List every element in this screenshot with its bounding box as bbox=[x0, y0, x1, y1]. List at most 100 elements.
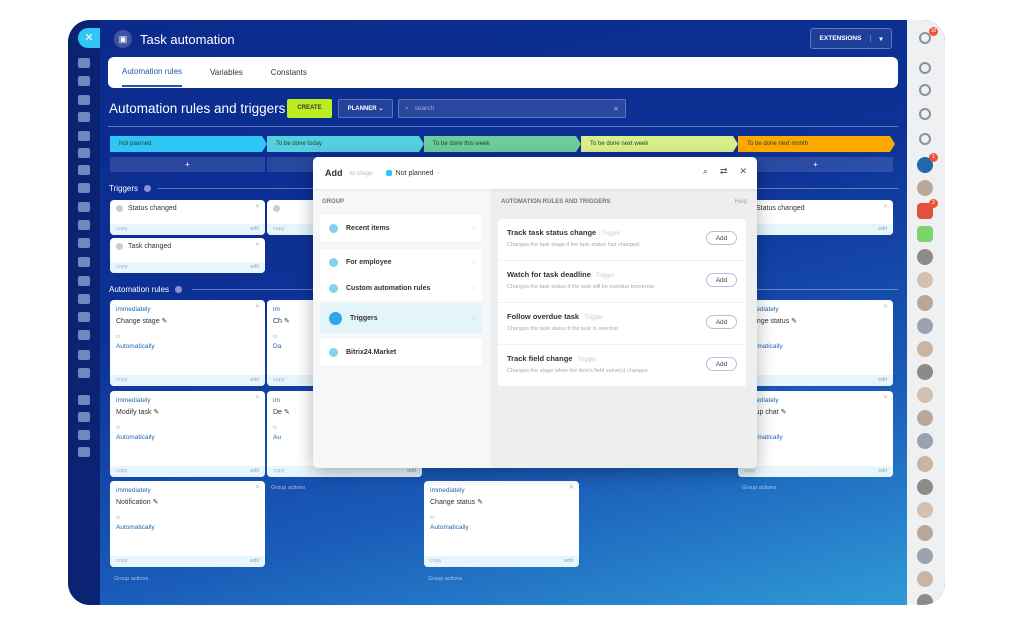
planner-dropdown[interactable]: PLANNER ⌄ bbox=[338, 99, 393, 118]
tab-variables[interactable]: Variables bbox=[210, 68, 243, 77]
rule-delay[interactable]: immediately bbox=[430, 487, 465, 494]
search-icon[interactable] bbox=[919, 133, 931, 145]
help-icon[interactable] bbox=[175, 286, 183, 293]
rule-mode[interactable]: Automatically bbox=[744, 433, 783, 441]
tab-automation-rules[interactable]: Automation rules bbox=[122, 58, 183, 87]
group-item[interactable]: Recent items › bbox=[320, 215, 482, 241]
rule-card[interactable]: immediately Modify task ✎ to Automatically ✕… bbox=[110, 390, 265, 477]
delete-icon[interactable]: ✕ bbox=[254, 394, 260, 401]
avatar[interactable] bbox=[917, 479, 933, 495]
edit-link[interactable]: edit bbox=[250, 558, 259, 564]
avatar[interactable] bbox=[917, 548, 933, 564]
avatar[interactable] bbox=[917, 594, 933, 605]
menu-icon[interactable] bbox=[78, 148, 90, 158]
stage-column-header[interactable]: To be done this week bbox=[424, 136, 581, 152]
group-item[interactable]: Triggers › bbox=[320, 303, 482, 333]
chevron-down-icon[interactable]: ▾ bbox=[879, 35, 883, 43]
rule-delay[interactable]: immediately bbox=[116, 396, 151, 404]
delete-icon[interactable]: ✕ bbox=[254, 204, 260, 210]
help-link[interactable]: Help bbox=[734, 199, 747, 205]
edit-link[interactable]: edit bbox=[878, 226, 887, 232]
filter-icon[interactable]: ⇄ bbox=[719, 166, 728, 176]
add-button[interactable]: Add bbox=[706, 315, 737, 329]
avatar[interactable] bbox=[917, 364, 933, 380]
group-actions-link[interactable]: Group actions bbox=[428, 575, 463, 582]
sync-icon[interactable] bbox=[919, 62, 931, 74]
menu-icon[interactable] bbox=[78, 76, 90, 86]
copy-link[interactable]: copy bbox=[116, 377, 128, 383]
menu-icon[interactable] bbox=[78, 430, 90, 440]
extensions-button[interactable]: EXTENSIONS ▾ bbox=[810, 28, 892, 49]
menu-icon[interactable] bbox=[78, 368, 90, 378]
avatar[interactable] bbox=[917, 203, 933, 219]
copy-link[interactable]: copy bbox=[116, 264, 128, 270]
avatar[interactable] bbox=[917, 318, 933, 334]
avatar[interactable] bbox=[917, 387, 933, 403]
rule-mode[interactable]: Automatically bbox=[116, 343, 155, 350]
create-button[interactable]: CREATE bbox=[287, 99, 332, 118]
rule-mode[interactable]: Automatically bbox=[116, 433, 155, 441]
delete-icon[interactable]: ✕ bbox=[882, 204, 888, 210]
edit-link[interactable]: edit bbox=[250, 377, 259, 383]
add-stage-button[interactable]: + bbox=[738, 157, 893, 172]
menu-icon[interactable] bbox=[78, 412, 90, 422]
menu-icon[interactable] bbox=[78, 395, 90, 405]
copy-link[interactable]: copy bbox=[430, 558, 442, 564]
add-stage-button[interactable]: + bbox=[110, 157, 265, 172]
close-icon[interactable]: ✕ bbox=[739, 166, 747, 176]
help-icon[interactable] bbox=[919, 32, 931, 44]
delete-icon[interactable]: ✕ bbox=[254, 304, 260, 310]
chat-icon[interactable] bbox=[917, 157, 933, 173]
edit-link[interactable]: edit bbox=[250, 226, 259, 232]
avatar[interactable] bbox=[917, 180, 933, 196]
help-icon[interactable] bbox=[144, 185, 152, 192]
menu-icon[interactable] bbox=[78, 131, 90, 141]
rule-delay[interactable]: immediately bbox=[744, 306, 779, 313]
avatar[interactable] bbox=[917, 272, 933, 288]
rule-card[interactable]: immediately Change stage ✎ to Automatically… bbox=[110, 300, 265, 386]
avatar[interactable] bbox=[917, 433, 933, 449]
delete-icon[interactable]: ✕ bbox=[882, 394, 888, 401]
rule-delay[interactable]: immediately bbox=[116, 487, 151, 494]
menu-icon[interactable] bbox=[78, 183, 90, 193]
menu-icon[interactable] bbox=[78, 330, 90, 340]
rule-delay[interactable]: immediately bbox=[744, 396, 779, 404]
rule-card[interactable]: immediately Notification ✎ to Automatically… bbox=[110, 481, 265, 567]
trigger-card[interactable]: Task changed ✕ copy edit bbox=[110, 238, 265, 273]
copy-link[interactable]: copy bbox=[116, 467, 128, 474]
rule-mode[interactable]: Au bbox=[273, 433, 281, 441]
tab-constants[interactable]: Constants bbox=[270, 68, 307, 77]
menu-icon[interactable] bbox=[78, 220, 90, 230]
avatar[interactable] bbox=[917, 410, 933, 426]
stage-column-header[interactable]: To be done next month bbox=[738, 136, 895, 152]
edit-link[interactable]: edit bbox=[250, 264, 259, 270]
copy-link[interactable]: copy bbox=[273, 467, 285, 474]
menu-icon[interactable] bbox=[78, 447, 90, 457]
group-item[interactable]: Custom automation rules › bbox=[320, 275, 482, 301]
group-actions-link[interactable]: Group actions bbox=[742, 485, 777, 491]
menu-icon[interactable] bbox=[78, 350, 90, 360]
menu-icon[interactable] bbox=[78, 165, 90, 175]
close-slider-button[interactable]: ✕ bbox=[78, 28, 100, 48]
add-button[interactable]: Add bbox=[706, 273, 737, 287]
stage-column-header[interactable]: To be done today bbox=[267, 136, 424, 152]
group-item[interactable]: Bitrix24.Market bbox=[320, 339, 482, 365]
menu-icon[interactable] bbox=[78, 276, 90, 286]
avatar[interactable] bbox=[917, 249, 933, 265]
menu-icon[interactable] bbox=[78, 312, 90, 322]
menu-icon[interactable] bbox=[78, 95, 90, 105]
stage-selector[interactable]: Not planned - bbox=[385, 170, 440, 177]
avatar[interactable] bbox=[917, 502, 933, 518]
avatar[interactable] bbox=[917, 525, 933, 541]
bell-icon[interactable] bbox=[919, 84, 931, 96]
copy-link[interactable]: copy bbox=[116, 226, 128, 232]
rule-mode[interactable]: Automatically bbox=[744, 343, 783, 350]
menu-icon[interactable] bbox=[78, 202, 90, 212]
delete-icon[interactable]: ✕ bbox=[882, 304, 888, 310]
avatar[interactable] bbox=[917, 456, 933, 472]
menu-icon[interactable] bbox=[78, 294, 90, 304]
edit-link[interactable]: edit bbox=[878, 377, 887, 383]
edit-link[interactable]: edit bbox=[407, 467, 416, 474]
